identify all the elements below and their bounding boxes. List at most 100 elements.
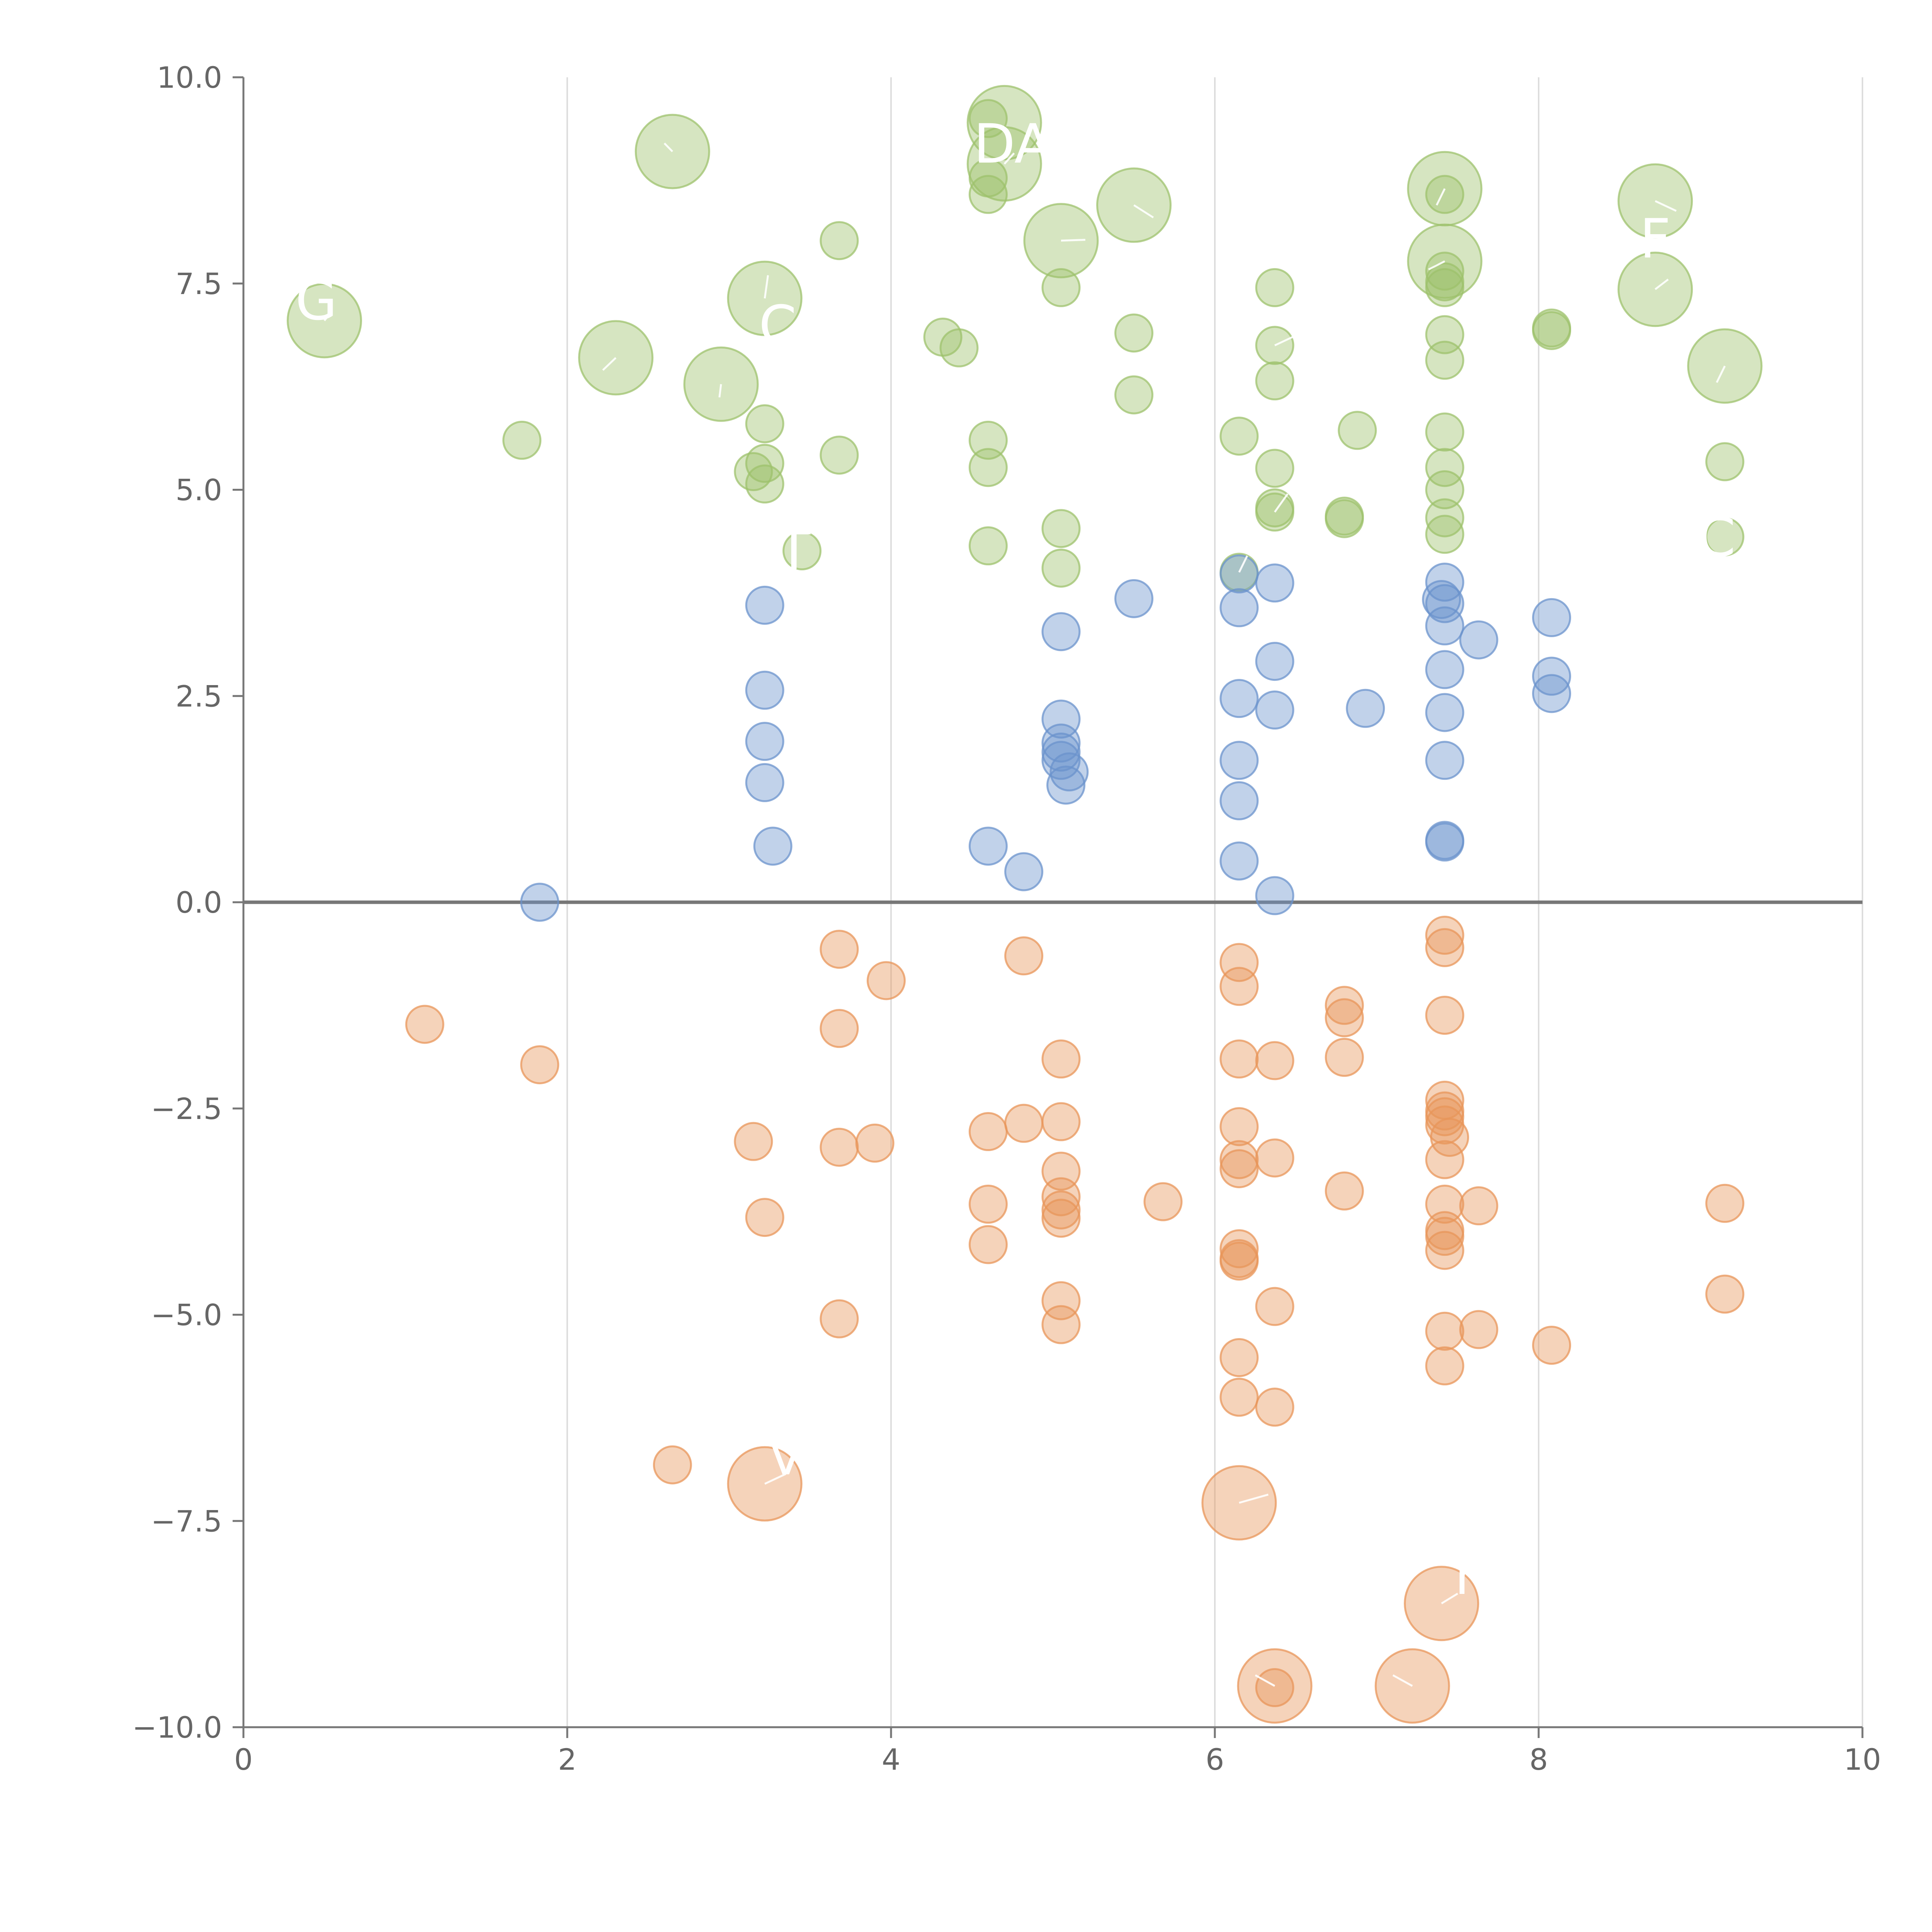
green-bubble [1041, 548, 1081, 588]
green-bubble [1425, 268, 1464, 307]
bubble-annotation-label: “ [1347, 385, 1375, 448]
leader-line [1061, 239, 1085, 242]
green-bubble [1425, 498, 1464, 537]
leader-line [1238, 555, 1248, 573]
orange-bubble [1041, 1281, 1081, 1320]
orange-bubble [1219, 1229, 1259, 1269]
leader-line [663, 143, 673, 152]
orange-bubble [1425, 1140, 1464, 1179]
orange-bubble [1705, 1184, 1745, 1223]
x-tick-label: 8 [1529, 1742, 1548, 1777]
orange-bubble [405, 1005, 444, 1044]
blue-bubble [1425, 584, 1464, 623]
blue-bubble [1255, 563, 1294, 603]
leader-line [1655, 279, 1669, 290]
blue-bubble [1046, 765, 1086, 805]
blue-bubble [1041, 723, 1081, 763]
orange-bubble [1255, 1388, 1294, 1427]
leader-line [1655, 200, 1677, 212]
y-tick-label: 0.0 [175, 885, 222, 920]
green-bubble [734, 452, 773, 492]
orange-bubble [968, 1184, 1008, 1224]
green-bubble [1114, 313, 1153, 353]
blue-bubble [745, 722, 784, 761]
bubble-annotation-label: C [1698, 506, 1736, 569]
blue-bubble [1255, 690, 1294, 730]
bubble-annotation-label: r [1455, 1544, 1477, 1607]
bubble-annotation-label: T [777, 519, 811, 582]
green-bubble [820, 435, 859, 475]
orange-bubble [1255, 1668, 1294, 1708]
orange-bubble [1041, 1102, 1081, 1141]
leader-line [764, 1473, 786, 1485]
orange-bubble [1532, 1325, 1571, 1365]
y-tick-label: 10.0 [157, 60, 222, 95]
green-bubble [782, 531, 822, 570]
blue-bubble [1532, 598, 1571, 637]
orange-bubble [1705, 1274, 1745, 1314]
leader-line [1435, 188, 1446, 206]
orange-bubble [1325, 1171, 1364, 1211]
orange-bubble [1255, 1041, 1294, 1080]
y-tick-label: −5.0 [151, 1298, 222, 1332]
bubble-annotation-label: C [759, 294, 797, 357]
green-bubble [1532, 311, 1571, 350]
blue-bubble [1041, 732, 1081, 772]
green-bubble [1425, 412, 1464, 452]
leader-line [1239, 1493, 1269, 1504]
orange-bubble [1325, 1037, 1364, 1077]
orange-bubble [1425, 995, 1464, 1035]
orange-bubble [1425, 1231, 1464, 1270]
axis-layer: 0 2 4 6 8 10 10.0 7.5 5.0 2.5 0.0 −2.5 −5.0 −7.5 −10.0 [132, 60, 1881, 1777]
green-bubble [1338, 411, 1377, 450]
orange-bubble [866, 961, 906, 1000]
green-bubble [966, 85, 1042, 160]
leader-line [1428, 260, 1446, 270]
annotation-layer: DA C T G F C “ v r [295, 113, 1736, 1687]
orange-bubble [1255, 1138, 1294, 1178]
y-tick-label: −10.0 [132, 1710, 222, 1745]
leader-line [1255, 1674, 1276, 1687]
orange-bubble [1255, 1287, 1294, 1326]
orange-bubble [1004, 1104, 1044, 1143]
orange-bubble [1425, 1311, 1464, 1351]
green-bubble [502, 420, 542, 460]
green-bubble [968, 526, 1008, 566]
orange-bubble [653, 1445, 692, 1485]
leader-line [764, 275, 769, 299]
green-bubble [1255, 361, 1294, 401]
leader-line [1441, 1592, 1458, 1604]
orange-bubble [1219, 1149, 1259, 1189]
leader-line [1716, 366, 1726, 383]
blue-bubble [1219, 781, 1259, 820]
leader-line [602, 357, 617, 371]
orange-bubble [1041, 1039, 1081, 1079]
x-tick-label: 2 [558, 1742, 577, 1777]
blue-bubble [1219, 841, 1259, 881]
orange-bubble [745, 1198, 784, 1237]
orange-bubble [1219, 1242, 1259, 1281]
orange-bubble [1459, 1310, 1498, 1349]
y-tick-label: 2.5 [175, 679, 222, 713]
orange-bubble [1041, 1190, 1081, 1230]
green-bubble [1325, 499, 1364, 538]
orange-bubble [820, 1299, 859, 1338]
leader-line [1133, 204, 1154, 219]
blue-bubble [1532, 656, 1571, 696]
bubble-annotation-label: G [295, 269, 337, 332]
orange-bubble [1325, 986, 1364, 1025]
orange-bubble [520, 1045, 560, 1085]
bubble-annotation-label: v [770, 1424, 802, 1487]
blue-bubble [1425, 741, 1464, 780]
blue-bubble [1219, 554, 1259, 594]
green-bubble [1425, 252, 1464, 291]
orange-bubble [1425, 915, 1464, 955]
orange-bubble [1219, 967, 1259, 1006]
leader-line [1274, 493, 1289, 513]
x-tick-label: 6 [1206, 1742, 1224, 1777]
blue-bubble [753, 827, 793, 866]
orange-bubble [1041, 1305, 1081, 1344]
orange-bubble [1425, 1217, 1464, 1256]
leader-line [1392, 1674, 1413, 1687]
